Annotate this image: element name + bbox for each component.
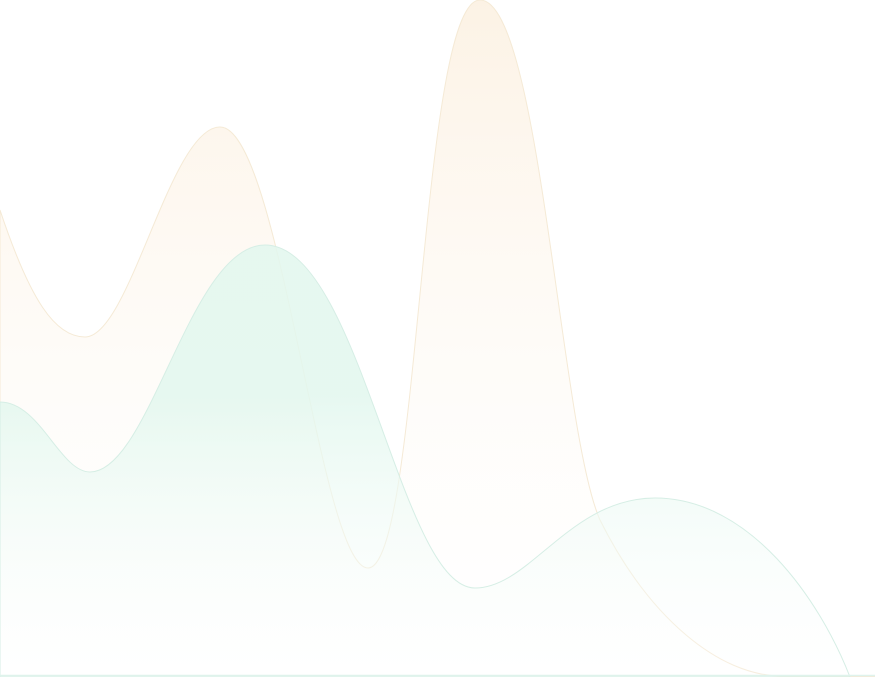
green-wave [0,244,851,677]
